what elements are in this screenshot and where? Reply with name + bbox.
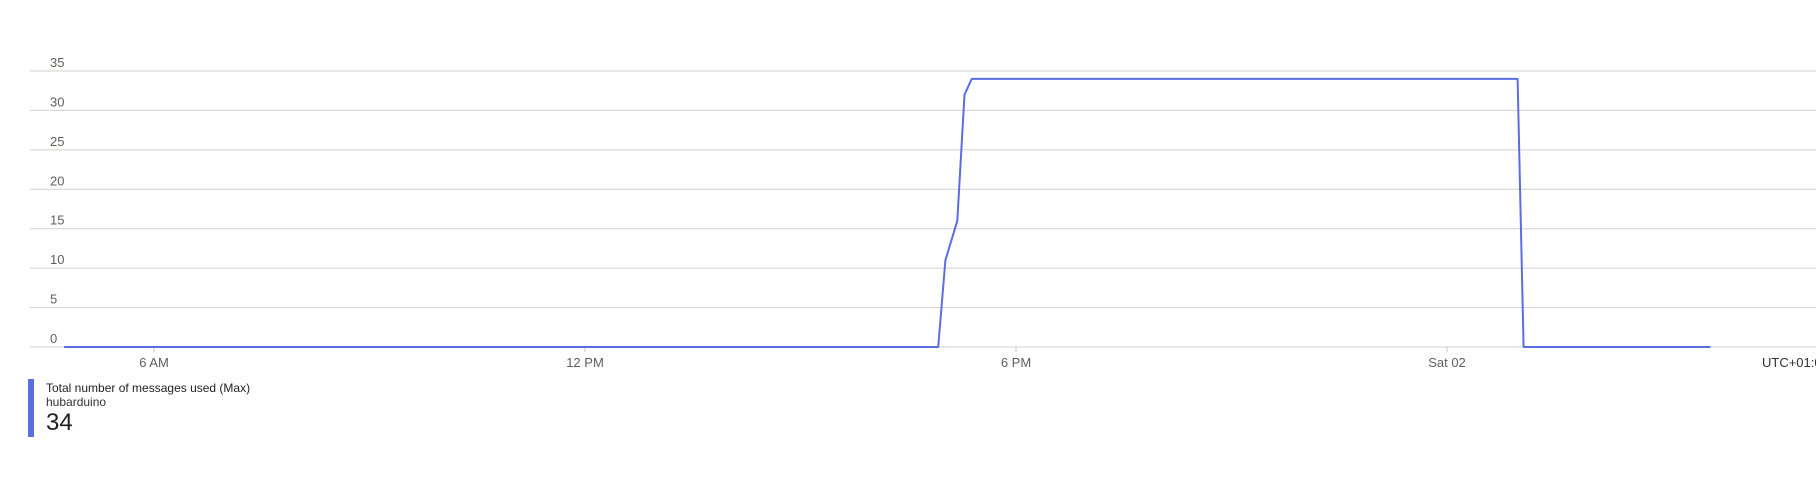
timezone-label: UTC+01:0 — [1762, 355, 1816, 370]
y-tick-label: 20 — [50, 173, 64, 188]
gridlines — [30, 70, 1816, 348]
x-axis-ticks: 6 AM 12 PM 6 PM Sat 02 — [139, 347, 1466, 370]
y-axis-ticks: 0 5 10 15 20 25 30 35 — [50, 55, 64, 346]
legend-series-title: Total number of messages used (Max) — [46, 381, 251, 395]
y-tick-label: 5 — [50, 292, 57, 307]
x-tick-label: 6 PM — [1001, 355, 1031, 370]
y-tick-label: 15 — [50, 213, 64, 228]
y-tick-label: 0 — [50, 331, 57, 346]
x-tick-label: 6 AM — [139, 355, 169, 370]
y-tick-label: 35 — [50, 55, 64, 70]
y-tick-label: 10 — [50, 252, 64, 267]
y-tick-label: 30 — [50, 94, 64, 109]
y-tick-label: 25 — [50, 134, 64, 149]
x-tick-label: 12 PM — [566, 355, 604, 370]
series-lines — [64, 77, 1711, 348]
x-tick-label: Sat 02 — [1428, 355, 1466, 370]
legend-item[interactable]: Total number of messages used (Max) huba… — [28, 379, 250, 437]
legend-resource-name: hubarduino — [46, 395, 107, 409]
series-line[interactable] — [64, 77, 1711, 348]
legend-value: 34 — [46, 409, 73, 436]
